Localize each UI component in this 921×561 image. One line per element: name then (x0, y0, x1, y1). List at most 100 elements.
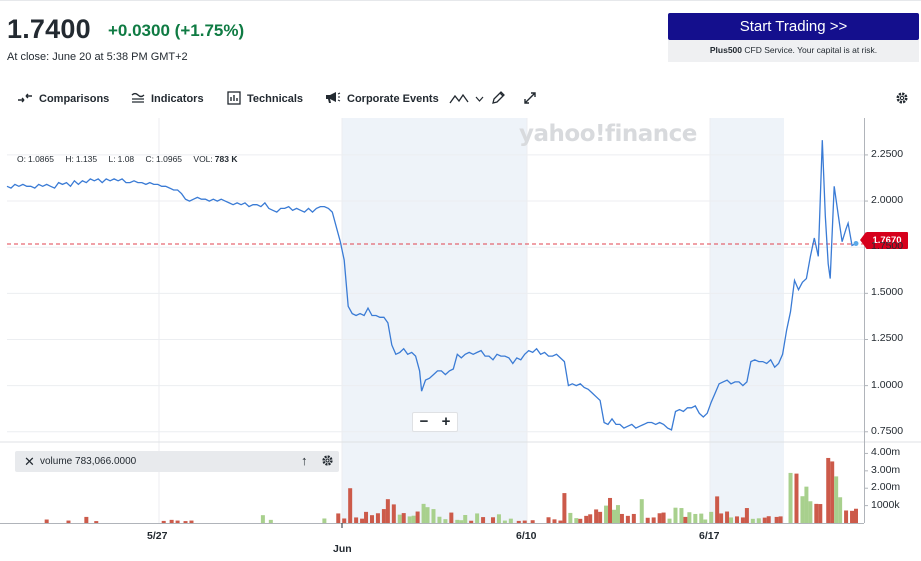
volume-bar (401, 513, 406, 523)
ad-brand: Plus500 (709, 45, 743, 55)
volume-bar (725, 511, 730, 523)
volume-bar (369, 515, 374, 523)
volume-bar (778, 516, 783, 523)
open-value: 1.0865 (27, 154, 54, 164)
move-up-arrow-icon[interactable]: ↑ (301, 453, 308, 468)
volume-bar (804, 486, 809, 523)
volume-bar (740, 517, 745, 523)
volume-bar (574, 518, 579, 523)
study-gear-icon[interactable] (321, 454, 334, 470)
comparisons-button[interactable]: Comparisons (17, 90, 109, 108)
volume-bar (189, 520, 194, 523)
technicals-label: Technicals (247, 93, 304, 105)
x-tick-label: 6/17 (699, 530, 720, 542)
volume-bar (788, 472, 793, 523)
volume-bar (475, 513, 480, 523)
volume-bar (608, 497, 613, 523)
ad-disclaimer-text: CFD Service. Your capital is at risk. (742, 45, 878, 55)
volume-bar (625, 515, 630, 523)
volume-bar (673, 507, 678, 523)
indicators-button[interactable]: Indicators (131, 90, 204, 108)
chart-type-dropdown[interactable] (449, 90, 490, 108)
volume-bar (598, 511, 603, 523)
volume-bar (322, 518, 327, 523)
volume-bar (703, 519, 708, 523)
volume-tick-label: 3.00m (871, 463, 901, 476)
volume-bar (552, 519, 557, 523)
volume-bar (385, 499, 390, 523)
ad-disclaimer: Plus500 CFD Service. Your capital is at … (668, 40, 919, 62)
volume-bar (774, 516, 779, 523)
zoom-out-button[interactable]: − (419, 413, 429, 430)
volume-bar (558, 520, 563, 523)
volume-bar (615, 505, 620, 523)
zoom-controls: − + (412, 412, 458, 432)
volume-bar (381, 509, 386, 523)
volume-bar (354, 517, 359, 523)
volume-bar (415, 511, 420, 523)
zoom-in-button[interactable]: + (441, 413, 451, 430)
volume-bar (66, 520, 71, 523)
volume-bar (719, 513, 724, 523)
volume-bar (657, 513, 662, 523)
volume-bar (502, 520, 507, 523)
mountain-chart-icon (449, 92, 475, 107)
volume-bar (431, 509, 436, 523)
chart-settings-button[interactable] (895, 91, 909, 110)
volume-bar (375, 513, 380, 523)
gear-icon (895, 92, 909, 109)
close-label: C: (145, 154, 155, 164)
volume-bar (645, 517, 650, 523)
draw-button[interactable] (490, 90, 512, 108)
volume-bar (183, 521, 188, 523)
top-divider (0, 0, 921, 1)
volume-bar (639, 499, 644, 523)
technicals-button[interactable]: Technicals (227, 90, 303, 108)
volume-bar (709, 511, 714, 523)
x-tick-label: 6/10 (516, 530, 537, 542)
price-chart[interactable] (0, 117, 921, 561)
start-trading-button[interactable]: Start Trading >> (668, 13, 919, 40)
volume-bar (693, 513, 698, 523)
low-label: L: (108, 154, 116, 164)
x-tick-label: Jun (333, 543, 352, 555)
corporate-events-button[interactable]: Corporate Events (325, 90, 439, 108)
expand-icon (523, 91, 543, 108)
volume-bar (348, 488, 353, 523)
volume-bar (161, 520, 166, 523)
comparisons-label: Comparisons (39, 93, 110, 105)
volume-bar (516, 520, 521, 523)
volume-bar (687, 512, 692, 523)
remove-study-close-icon[interactable]: ✕ (24, 454, 35, 469)
volume-bar (584, 515, 589, 523)
volume-bar (826, 457, 831, 523)
volume-bar (844, 510, 849, 523)
volume-bar (490, 517, 495, 523)
shaded-band-0 (342, 118, 527, 523)
volume-tick-label: 2.00m (871, 481, 901, 494)
x-tick-label: 5/27 (147, 530, 168, 542)
open-label: O: (17, 154, 26, 164)
market-close-note: At close: June 20 at 5:38 PM GMT+2 (7, 51, 188, 63)
y-tick-label: 1.0000 (871, 378, 904, 391)
volume-bar (808, 501, 813, 523)
y-tick-label: 1.5000 (871, 286, 904, 299)
volume-bar (850, 510, 855, 523)
volume-bar (744, 508, 749, 523)
volume-bar (391, 504, 396, 523)
y-tick-label: 0.7500 (871, 424, 904, 437)
volume-bar (766, 516, 771, 523)
quote-change: +0.0300 (+1.75%) (108, 21, 244, 41)
low-value: 1.08 (117, 154, 135, 164)
volume-bar (530, 520, 535, 523)
volume-bar (455, 519, 460, 523)
volume-label: VOL: (193, 154, 213, 164)
volume-tick-label: 1000k (871, 498, 900, 511)
y-tick-label: 2.2500 (871, 147, 904, 160)
volume-value: 783 K (214, 154, 238, 164)
volume-bar (800, 496, 805, 523)
fullscreen-button[interactable] (523, 90, 543, 108)
volume-bar (469, 520, 474, 523)
volume-bar (481, 517, 486, 523)
yahoo-finance-watermark: yahoo!finance (519, 121, 697, 147)
